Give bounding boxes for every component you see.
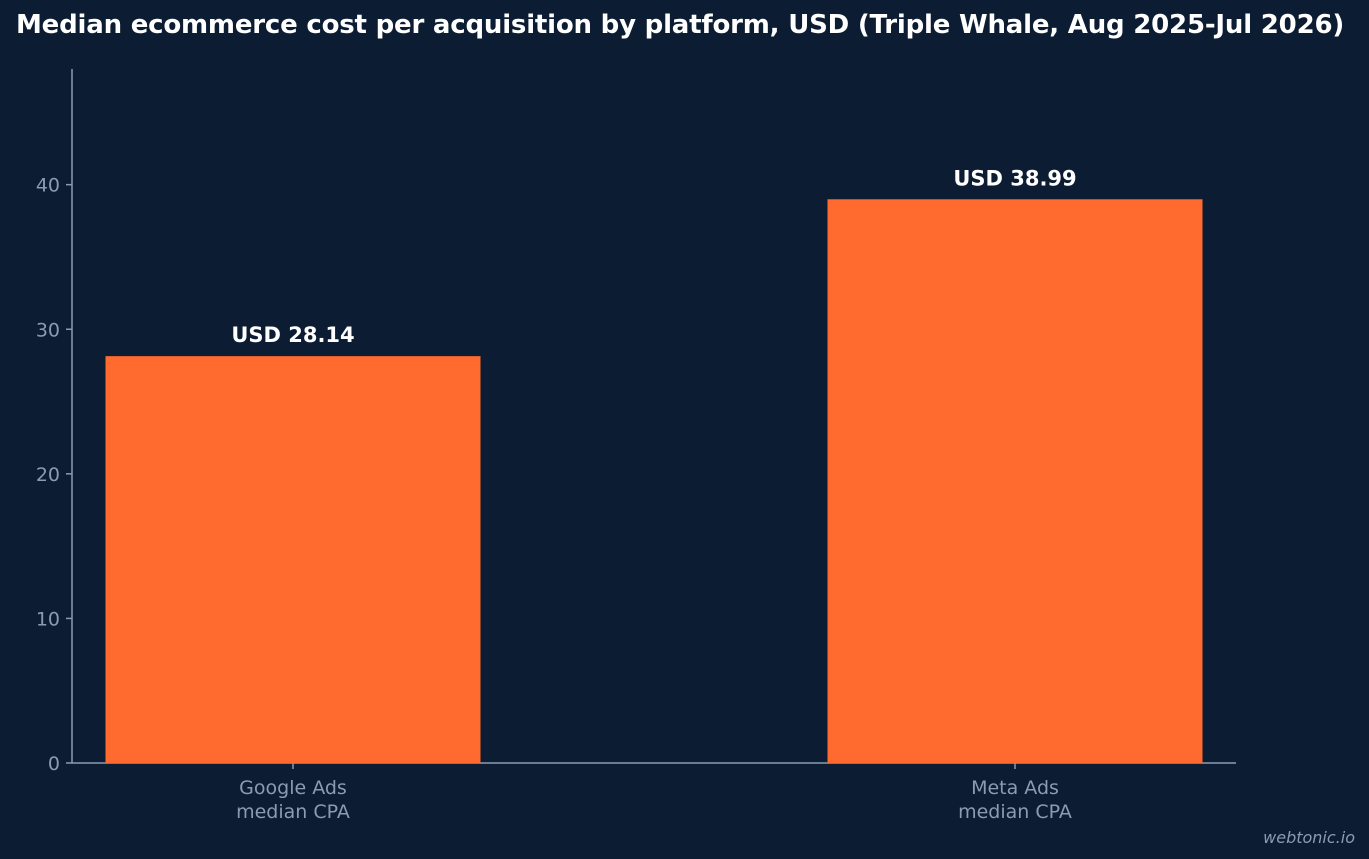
y-tick-label: 10 [36,608,60,630]
bar [827,199,1203,763]
y-tick-label: 40 [36,175,60,197]
x-tick-label: Google Ads median CPA [236,777,350,823]
x-tick-label-line: median CPA [958,801,1072,823]
bars [105,199,1203,763]
x-tick-label-line: Meta Ads [971,777,1059,799]
y-tick-label: 30 [36,319,60,341]
chart-title: Median ecommerce cost per acquisition by… [16,10,1345,40]
y-tick-label: 0 [48,753,60,775]
x-tick-label: Meta Ads median CPA [958,777,1072,823]
bar-value-label: USD 38.99 [953,166,1076,190]
x-tick-label-line: Google Ads [239,777,347,799]
x-tick-label-line: median CPA [236,801,350,823]
y-tick-label: 20 [36,464,60,486]
bar-value-label: USD 28.14 [231,323,354,347]
watermark: webtonic.io [1263,828,1355,847]
bar [105,356,481,763]
